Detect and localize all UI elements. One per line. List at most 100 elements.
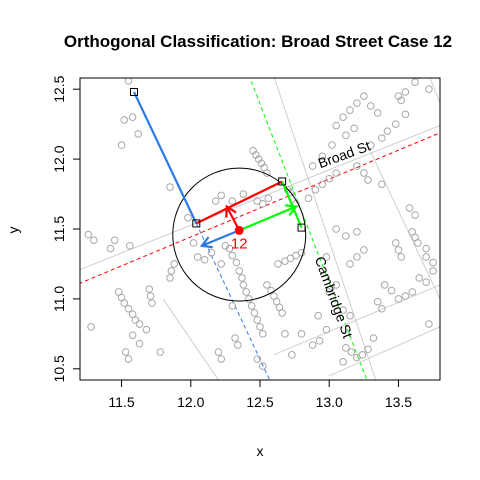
street-label: Broad St (316, 138, 373, 172)
background-point (87, 323, 95, 331)
background-point (405, 204, 414, 212)
background-point (350, 124, 358, 133)
background-point (391, 120, 400, 128)
background-point (126, 241, 134, 250)
background-point (128, 331, 137, 340)
background-point (170, 260, 178, 268)
background-point (429, 267, 437, 275)
x-tick-label: 13.0 (316, 394, 343, 410)
background-point (353, 162, 361, 170)
road-segment (80, 132, 440, 284)
background-point (193, 253, 202, 261)
background-point (120, 299, 129, 307)
background-point (134, 130, 142, 138)
background-point (332, 281, 340, 289)
background-point (131, 316, 140, 324)
background-point (416, 78, 422, 80)
background-point (346, 260, 354, 268)
background-point (342, 344, 350, 352)
background-point (124, 304, 133, 313)
background-point (238, 274, 246, 282)
background-point (239, 190, 248, 198)
x-axis: 11.5 12.0 12.5 13.0 13.5 (108, 379, 412, 410)
search-circle (172, 167, 307, 302)
background-point (422, 244, 430, 253)
x-tick-label: 12.0 (177, 394, 204, 410)
background-point (297, 248, 306, 257)
background-point (425, 85, 433, 93)
background-point (106, 244, 115, 253)
background-point (124, 78, 133, 85)
background-point (264, 194, 273, 203)
segment-endpoint (130, 87, 138, 96)
y-tick-label: 12.0 (51, 145, 67, 172)
background-point (347, 348, 356, 356)
background-point (380, 281, 389, 289)
background-point (415, 274, 424, 282)
background-point (394, 246, 403, 254)
background-point (145, 285, 154, 293)
background-point (258, 330, 267, 338)
background-point (332, 169, 340, 177)
background-point (339, 113, 347, 121)
case-point (234, 225, 244, 235)
background-point (167, 267, 176, 275)
background-point (364, 176, 372, 184)
arrow-head (199, 236, 213, 249)
background-point (422, 278, 430, 286)
orthogonal-segment (281, 181, 303, 229)
background-point (397, 96, 406, 105)
arrow-shaft (238, 205, 297, 232)
background-point (378, 134, 386, 142)
background-point (411, 78, 419, 86)
background-point (121, 348, 130, 356)
background-point (378, 180, 386, 189)
background-point (342, 131, 350, 140)
background-point (387, 286, 396, 295)
road-segment (249, 78, 368, 380)
y-tick-label: 12.5 (51, 75, 67, 102)
background-point (391, 239, 400, 247)
background-point (322, 325, 331, 334)
background-point (250, 309, 259, 317)
background-point (411, 211, 419, 219)
arrow-head (284, 204, 299, 217)
background-point (274, 260, 282, 268)
road-segment (429, 78, 440, 105)
background-point (228, 197, 237, 205)
road-segment (329, 326, 440, 377)
background-point (231, 334, 239, 342)
segment-endpoint (192, 219, 201, 228)
background-point (328, 141, 336, 149)
y-axis-label: y (5, 227, 21, 234)
segment-endpoint (297, 223, 306, 232)
background-point (318, 152, 327, 161)
background-point (397, 253, 406, 261)
road-segment (273, 78, 377, 380)
background-point (378, 304, 386, 313)
background-point (339, 358, 347, 366)
background-point (228, 251, 237, 260)
background-point (225, 244, 234, 253)
background-point (217, 355, 226, 363)
background-point (278, 309, 286, 317)
background-point (234, 341, 242, 349)
background-point (228, 302, 237, 310)
background-point (322, 253, 331, 261)
background-point (200, 255, 209, 264)
background-point (366, 141, 375, 149)
background-point (217, 260, 226, 268)
background-point (184, 214, 192, 222)
background-point (247, 302, 256, 310)
background-point (156, 348, 165, 356)
background-point (110, 236, 119, 244)
background-point (245, 295, 253, 303)
road-segment (162, 298, 219, 380)
background-point (211, 197, 220, 205)
background-point (401, 88, 410, 96)
background-point (373, 109, 382, 117)
background-point (256, 323, 264, 331)
background-point (281, 330, 289, 338)
background-point (135, 320, 144, 328)
